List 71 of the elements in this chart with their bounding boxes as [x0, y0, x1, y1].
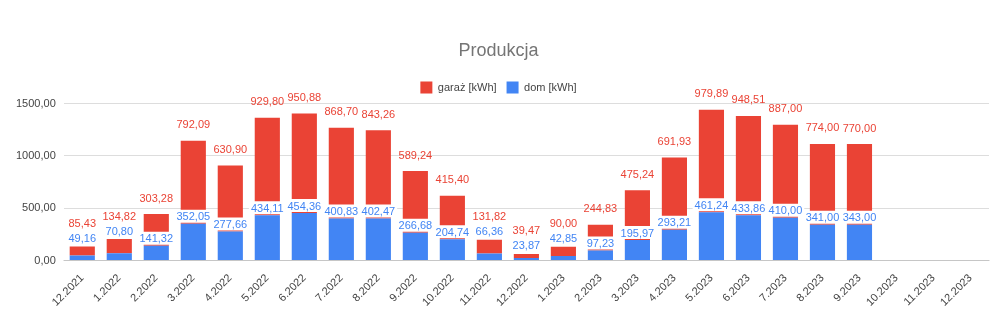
bar — [328, 218, 354, 261]
data-label: 691,93 — [657, 135, 692, 147]
bar — [587, 250, 613, 261]
data-label: 589,24 — [398, 148, 433, 161]
data-label: 341,00 — [805, 211, 840, 224]
data-label: 97,23 — [586, 236, 615, 249]
data-label: 131,82 — [472, 210, 507, 223]
data-label: 352,05 — [176, 210, 211, 223]
data-label: 39,47 — [512, 224, 541, 237]
bar — [735, 215, 762, 261]
data-label: 141,32 — [139, 232, 174, 245]
y-tick-label: 1000,00 — [16, 148, 56, 161]
data-label: 134,82 — [102, 209, 137, 222]
data-label: 49,16 — [68, 232, 97, 244]
bar — [513, 253, 539, 259]
data-label: 266,68 — [398, 219, 433, 232]
data-label: 770,00 — [842, 121, 877, 134]
data-label: 843,26 — [361, 107, 396, 120]
bar — [846, 224, 873, 261]
data-label: 454,36 — [287, 199, 322, 212]
data-label: 434,11 — [250, 201, 284, 214]
bar — [809, 224, 836, 261]
data-label: 343,00 — [842, 211, 877, 224]
data-label: 23,87 — [512, 239, 541, 252]
data-label: 868,70 — [324, 105, 359, 118]
bar — [772, 217, 799, 261]
data-label: 277,66 — [213, 218, 248, 231]
data-label: 774,00 — [805, 121, 840, 134]
data-label: 475,24 — [620, 167, 655, 180]
data-label: 433,86 — [731, 201, 766, 214]
bar — [550, 256, 576, 261]
bar — [69, 255, 95, 261]
data-label: 195,97 — [620, 226, 655, 239]
bar — [69, 246, 95, 256]
data-label: 293,21 — [657, 216, 692, 229]
data-label: 303,28 — [139, 191, 174, 204]
data-label: 85,43 — [68, 217, 97, 229]
data-label: 630,90 — [213, 143, 248, 156]
data-label: 42,85 — [549, 232, 578, 245]
data-label: 70,80 — [105, 224, 134, 237]
data-label: 948,51 — [731, 93, 766, 106]
data-label: 415,40 — [435, 173, 470, 186]
data-label: 410,00 — [768, 204, 803, 217]
data-label: 90,00 — [549, 217, 578, 230]
bar — [476, 239, 502, 254]
bar — [550, 246, 576, 257]
data-label: 950,88 — [287, 91, 322, 104]
chart-title: Produkcja — [458, 39, 540, 60]
bar — [106, 239, 132, 254]
data-label: 66,36 — [475, 225, 504, 238]
data-label: 929,80 — [250, 95, 285, 108]
bar — [254, 215, 280, 261]
bar — [365, 218, 391, 261]
data-label: 792,09 — [176, 118, 211, 131]
legend-label: garaż [kWh] — [437, 80, 497, 93]
data-label: 402,47 — [361, 204, 396, 217]
data-label: 979,89 — [694, 87, 729, 100]
legend-label: dom [kWh] — [524, 80, 577, 93]
y-tick-label: 500,00 — [22, 201, 56, 214]
data-label: 461,24 — [694, 198, 729, 211]
bar — [476, 253, 502, 261]
bar — [291, 213, 317, 261]
data-label: 244,83 — [583, 202, 618, 215]
data-label: 400,83 — [324, 205, 359, 218]
bar — [698, 212, 725, 261]
bar — [106, 253, 132, 261]
data-label: 887,00 — [768, 102, 803, 115]
y-tick-label: 1500,00 — [16, 96, 56, 109]
y-tick-label: 0,00 — [34, 253, 56, 266]
bar — [513, 258, 539, 261]
data-label: 204,74 — [435, 225, 470, 238]
